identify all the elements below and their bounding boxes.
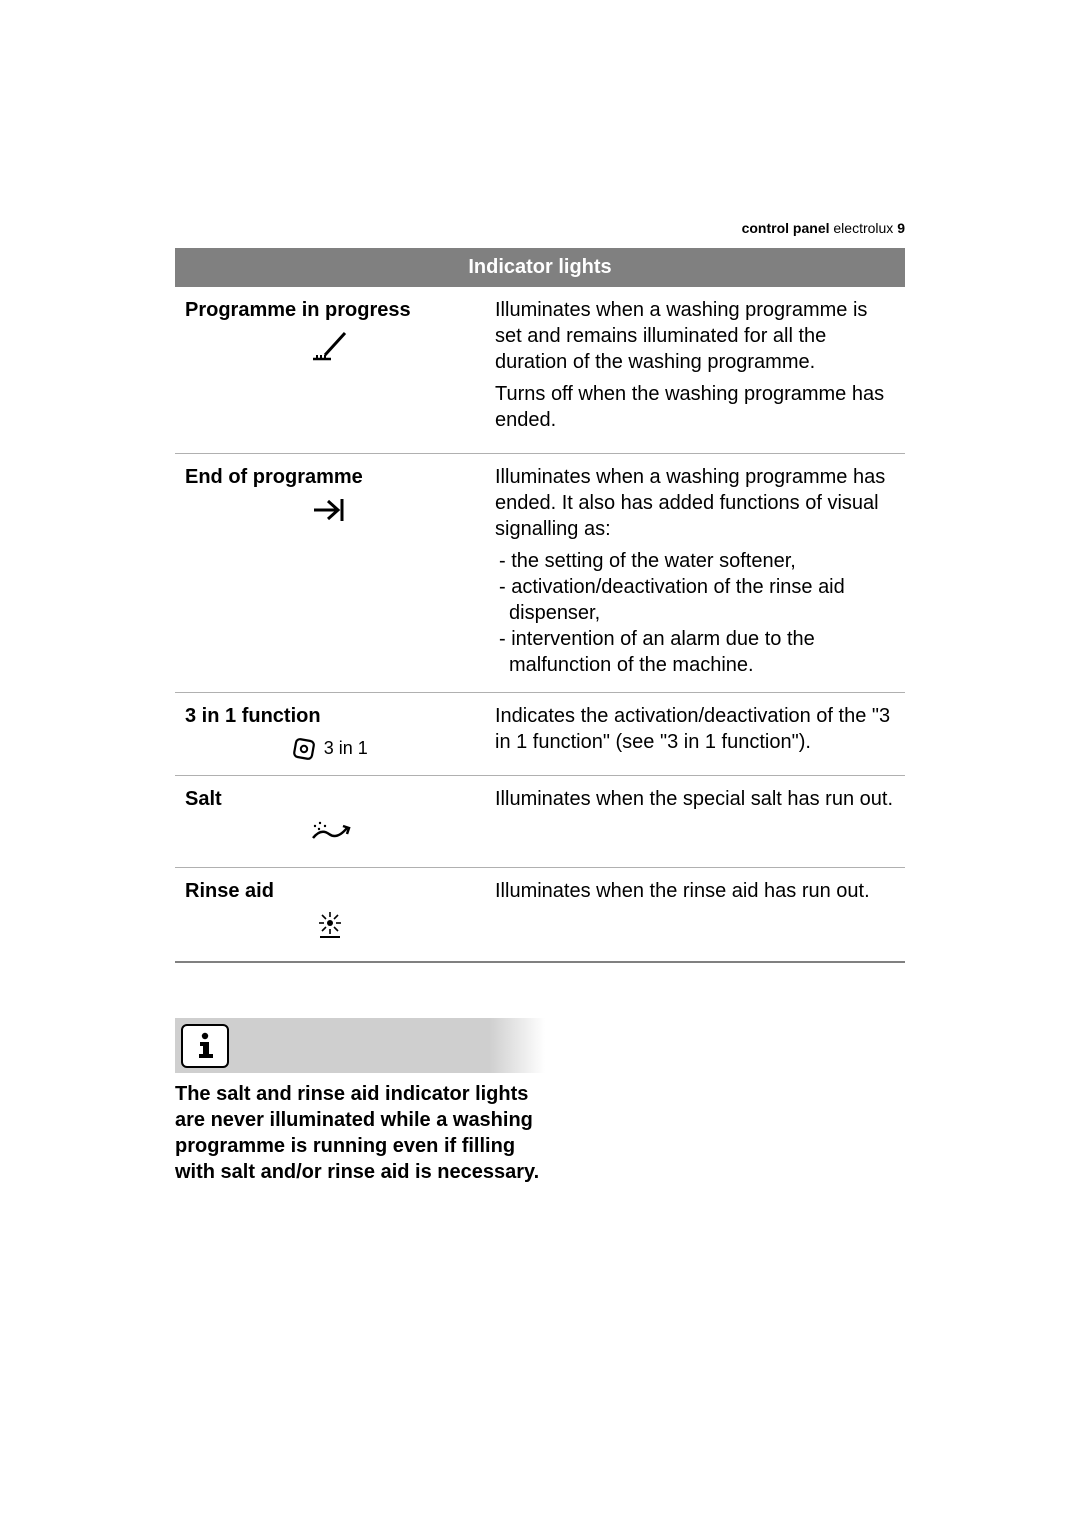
header-brand: electrolux <box>833 220 893 236</box>
table-title: Indicator lights <box>175 248 905 287</box>
end-programme-icon <box>185 496 475 531</box>
info-bar <box>175 1018 545 1073</box>
row-description: Illuminates when the rinse aid has run o… <box>485 868 905 963</box>
row-label: Rinse aid <box>185 880 274 902</box>
note-text: The salt and rinse aid indicator lights … <box>175 1081 545 1185</box>
row-label: Salt <box>185 788 222 810</box>
table-row: End of programme Illuminates when a wash… <box>175 454 905 693</box>
table-row: Salt Illuminates when the special <box>175 776 905 868</box>
header-section: control panel <box>742 220 830 236</box>
row-description: Illuminates when the special salt has ru… <box>485 776 905 868</box>
row-description: Indicates the activation/deactivation of… <box>485 693 905 776</box>
row-label: 3 in 1 function <box>185 705 321 727</box>
row-description: Illuminates when a washing programme is … <box>485 287 905 454</box>
indicator-lights-table: Indicator lights Programme in progress <box>175 248 905 963</box>
table-row: Programme in progress Illuminates when a… <box>175 287 905 454</box>
programme-progress-icon <box>185 329 475 370</box>
salt-icon <box>185 818 475 853</box>
rinse-aid-icon <box>185 910 475 947</box>
info-icon <box>181 1024 229 1068</box>
row-label: Programme in progress <box>185 299 411 321</box>
table-row: Rinse aid <box>175 868 905 963</box>
row-description: Illuminates when a washing programme has… <box>485 454 905 693</box>
page-header: control panel electrolux 9 <box>175 220 905 236</box>
info-note: The salt and rinse aid indicator lights … <box>175 1018 545 1185</box>
header-page-number: 9 <box>897 220 905 236</box>
row-label: End of programme <box>185 466 363 488</box>
three-in-one-icon: 3 in 1 <box>185 735 475 761</box>
table-row: 3 in 1 function 3 in 1 Indicates the act… <box>175 693 905 776</box>
three-in-one-text: 3 in 1 <box>324 738 368 758</box>
